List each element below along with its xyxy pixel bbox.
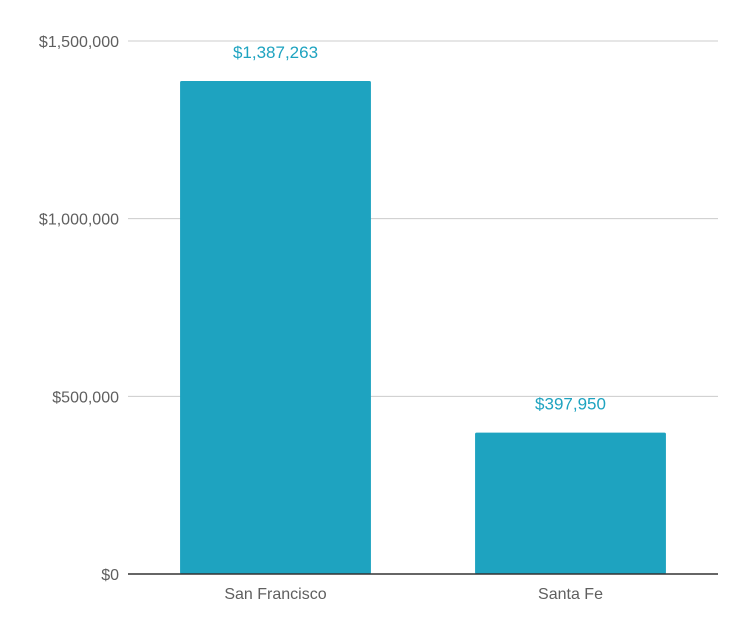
x-tick-label: San Francisco: [224, 586, 326, 603]
x-tick-label: Santa Fe: [538, 586, 603, 603]
y-axis-tick-labels: $0 $500,000 $1,000,000 $1,500,000: [39, 34, 119, 584]
y-tick-label: $1,500,000: [39, 34, 119, 51]
bar: [475, 432, 666, 574]
bars: [180, 81, 666, 575]
data-labels: $1,387,263 $397,950: [233, 43, 606, 414]
y-tick-label: $0: [101, 567, 119, 584]
data-label: $397,950: [535, 395, 606, 414]
x-axis-tick-labels: San Francisco Santa Fe: [224, 586, 603, 603]
y-tick-label: $1,000,000: [39, 212, 119, 229]
data-label: $1,387,263: [233, 43, 318, 62]
y-tick-label: $500,000: [52, 389, 119, 406]
bar: [180, 81, 371, 575]
